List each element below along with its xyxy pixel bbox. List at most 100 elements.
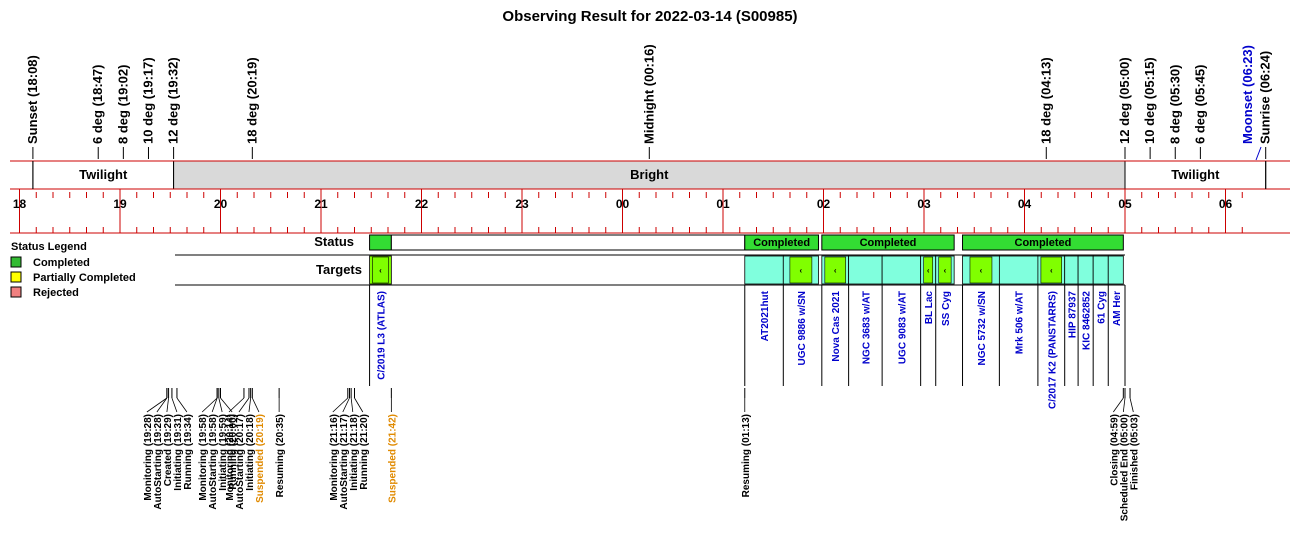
event-label-6: AutoStarting (19:58): [208, 414, 219, 510]
target-label-0: C/2019 L3 (ATLAS): [376, 291, 387, 380]
target-cell-13: [1092, 255, 1109, 285]
event-leader-8: [220, 397, 233, 413]
event-label-15: AutoStarting (21:17): [339, 414, 350, 510]
event-label-12: Suspended (20:19): [255, 414, 266, 503]
event-leader-14: [332, 397, 349, 413]
event-label-20: Closing (04:59): [1109, 414, 1120, 486]
event-label-17: Running (21:20): [359, 414, 370, 490]
hour-tick-label: 23: [515, 197, 529, 211]
legend-swatch-0: [10, 256, 22, 268]
event-leader-3: [171, 397, 178, 413]
sky-event-label-9: 10 deg (05:15): [1142, 57, 1157, 144]
hour-tick-label: 19: [113, 197, 127, 211]
event-label-10: AutoStarting (20:17): [235, 414, 246, 510]
event-label-0: Monitoring (19:28): [143, 414, 154, 501]
target-cell-1: [744, 255, 784, 285]
event-leader-22: [1129, 397, 1134, 413]
event-label-3: Initiating (19:31): [173, 414, 184, 491]
status-bar-label-3: Completed: [860, 237, 917, 249]
status-bar-3: [821, 234, 955, 251]
event-label-2: Created (19:29): [163, 414, 174, 486]
status-bar-label-2: Completed: [753, 237, 810, 249]
target-mark-glyph-10: ‹: [1050, 266, 1053, 275]
target-mark-2: [789, 256, 813, 284]
target-cell-9: [998, 255, 1039, 285]
target-cell-4: [848, 255, 883, 285]
status-bar-label-4: Completed: [1015, 237, 1072, 249]
legend-swatch-2: [10, 286, 22, 298]
target-mark-glyph-7: ‹: [944, 266, 947, 275]
event-label-1: AutoStarting (19:28): [153, 414, 164, 510]
target-label-5: UGC 9083 w/AT: [897, 291, 908, 364]
hour-tick-label: 21: [314, 197, 328, 211]
hour-tick-label: 05: [1118, 197, 1132, 211]
sky-event-label-8: 12 deg (05:00): [1117, 57, 1132, 144]
event-leader-1: [156, 397, 168, 413]
target-mark-glyph-0: ‹: [379, 266, 382, 275]
event-leader-6: [211, 397, 218, 413]
target-mark-0: [372, 256, 389, 284]
target-label-7: SS Cyg: [941, 291, 952, 326]
target-label-9: Mrk 506 w/AT: [1015, 291, 1026, 354]
target-cell-12: [1077, 255, 1094, 285]
phase-label-2: Twilight: [1171, 167, 1220, 182]
target-cell-11: [1064, 255, 1079, 285]
target-label-3: Nova Cas 2021: [831, 291, 842, 362]
status-bar-4: [962, 234, 1124, 251]
status-bar-0: [369, 234, 392, 251]
sky-event-label-10: 8 deg (05:30): [1167, 65, 1182, 144]
event-leader-11: [248, 397, 252, 413]
target-label-12: KIC 8462852: [1082, 291, 1093, 350]
legend-swatch-1: [10, 271, 22, 283]
event-label-18: Suspended (21:42): [387, 414, 398, 503]
event-label-14: Monitoring (21:16): [329, 414, 340, 501]
sky-event-label-2: 8 deg (19:02): [115, 65, 130, 144]
event-leader-4: [176, 397, 188, 413]
event-leader-17: [354, 397, 364, 413]
event-label-9: Monitoring (20:14): [225, 414, 236, 501]
hour-tick-label: 22: [415, 197, 429, 211]
event-leader-15: [342, 397, 350, 413]
event-leader-0: [146, 397, 168, 413]
sky-event-label-3: 10 deg (19:17): [140, 57, 155, 144]
event-leader-7: [218, 397, 223, 413]
sky-event-label-0: Sunset (18:08): [25, 55, 40, 144]
target-mark-8: [969, 256, 993, 284]
target-cell-5: [881, 255, 922, 285]
hour-tick-label: 18: [13, 197, 27, 211]
chart-title: Observing Result for 2022-03-14 (S00985): [502, 8, 797, 25]
hour-tick-label: 02: [817, 197, 831, 211]
target-label-14: AM Her: [1112, 291, 1123, 326]
target-label-6: BL Lac: [924, 291, 935, 325]
target-label-10: C/2017 K2 (PANSTARRS): [1047, 291, 1058, 409]
target-mark-glyph-8: ‹: [980, 266, 983, 275]
event-label-5: Monitoring (19:58): [198, 414, 209, 501]
hour-tick-label: 06: [1219, 197, 1233, 211]
target-mark-glyph-6: ‹: [927, 266, 930, 275]
sky-event-markers: Sunset (18:08) 6 deg (18:47) 8 deg (19:02)…: [25, 44, 1273, 189]
event-leader-12: [251, 397, 260, 413]
sky-event-label-7: 18 deg (04:13): [1038, 57, 1053, 144]
legend-label-2: Rejected: [33, 287, 79, 299]
event-label-13: Resuming (20:35): [275, 414, 286, 497]
target-label-8: NGC 5732 w/SN: [977, 291, 988, 365]
sky-event-label-1: 6 deg (18:47): [90, 65, 105, 144]
target-mark-10: [1040, 256, 1063, 284]
legend-label-1: Partially Completed: [33, 272, 136, 284]
event-leader-10: [238, 397, 250, 413]
sky-phase-band: Twilight Bright Twilight: [10, 160, 1290, 190]
sky-event-label-4: 12 deg (19:32): [166, 57, 181, 144]
event-label-22: Finished (05:03): [1129, 414, 1140, 490]
target-label-2: UGC 9886 w/SN: [797, 291, 808, 365]
event-leader-2: [166, 397, 169, 413]
event-label-16: Initiating (21:18): [349, 414, 360, 491]
status-bar-2: [744, 234, 819, 251]
sky-event-label-5: 18 deg (20:19): [244, 57, 259, 144]
sky-event-label-11: 6 deg (05:45): [1192, 65, 1207, 144]
event-leader-16: [350, 397, 354, 413]
event-leader-5: [201, 397, 218, 413]
hour-tick-label: 04: [1018, 197, 1032, 211]
phase-label-1: Bright: [630, 167, 669, 182]
target-label-1: AT2021hut: [760, 290, 771, 341]
